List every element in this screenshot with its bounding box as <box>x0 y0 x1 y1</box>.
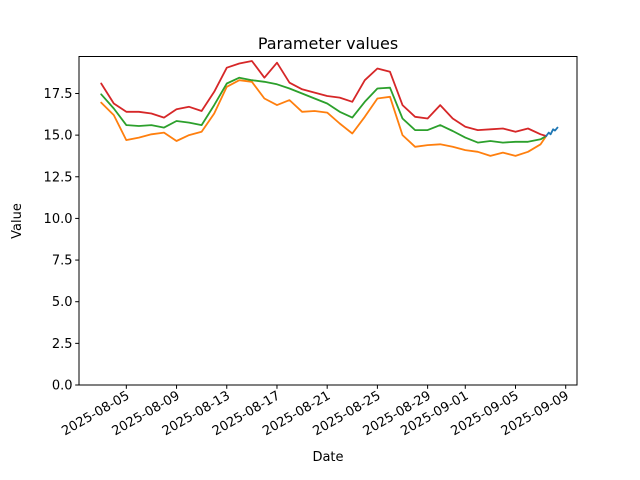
x-axis-ticks: 2025-08-052025-08-092025-08-132025-08-17… <box>59 385 572 439</box>
series-line-red <box>100 60 548 137</box>
y-tick-label: 10.0 <box>44 212 73 227</box>
y-tick-label: 2.5 <box>52 337 73 352</box>
y-tick-label: 17.5 <box>44 87 73 102</box>
series-line-blue <box>545 126 559 137</box>
series-lines <box>100 60 559 157</box>
x-axis-label: Date <box>312 450 343 465</box>
y-axis-ticks: 0.0 2.5 5.0 7.5 10.0 12.5 15.0 17.5 <box>44 87 79 394</box>
series-line-green <box>100 76 548 144</box>
chart-title: Parameter values <box>258 34 398 53</box>
y-tick-label: 12.5 <box>44 170 73 185</box>
y-axis-label: Value <box>10 203 25 239</box>
y-tick-label: 7.5 <box>52 254 73 269</box>
y-tick-label: 0.0 <box>52 379 73 394</box>
y-tick-label: 15.0 <box>44 129 73 144</box>
series-line-orange <box>100 79 548 157</box>
y-tick-label: 5.0 <box>52 295 73 310</box>
plot-area-border <box>78 56 578 386</box>
